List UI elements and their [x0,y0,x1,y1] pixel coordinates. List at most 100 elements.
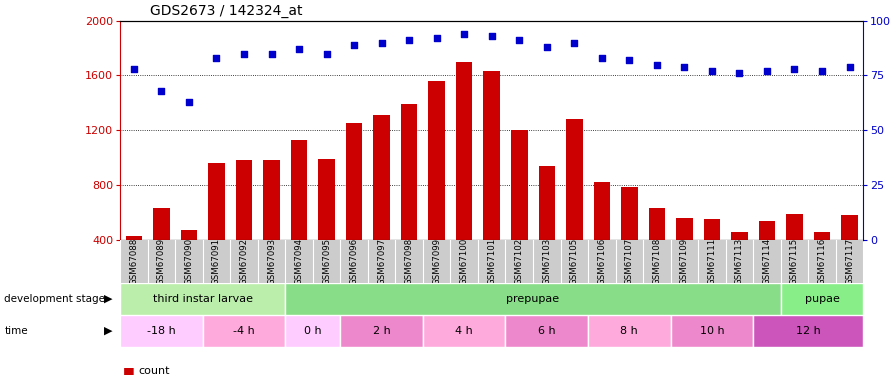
Bar [120,283,286,315]
Text: GSM67097: GSM67097 [377,238,386,285]
Point [567,40,581,46]
Text: 12 h: 12 h [796,326,821,336]
Bar [319,159,335,240]
Text: -18 h: -18 h [147,326,176,336]
Text: GSM67090: GSM67090 [184,238,193,285]
Bar [400,104,417,240]
Point [209,55,223,61]
Bar [374,115,390,240]
Bar [263,160,279,240]
Bar [732,232,748,240]
Point [320,51,334,57]
Text: GSM67107: GSM67107 [625,238,634,285]
Bar [456,62,473,240]
Point [182,99,196,105]
Point [512,38,526,44]
Point [539,44,554,50]
Text: GSM67117: GSM67117 [845,238,854,285]
Bar [758,221,775,240]
Point [843,64,857,70]
Text: ■: ■ [123,365,134,375]
Bar [346,123,362,240]
Text: GSM67101: GSM67101 [487,238,497,285]
Point [126,66,141,72]
Bar [671,315,753,347]
Text: GSM67091: GSM67091 [212,238,221,285]
Text: GSM67114: GSM67114 [763,238,772,285]
Text: GSM67108: GSM67108 [652,238,661,285]
Bar [676,218,692,240]
Point [264,51,279,57]
Text: GSM67100: GSM67100 [460,238,469,285]
Text: 4 h: 4 h [456,326,473,336]
Bar [428,81,445,240]
Text: GSM67115: GSM67115 [790,238,799,285]
Text: GSM67096: GSM67096 [350,238,359,285]
Point [595,55,609,61]
Point [732,70,747,76]
Text: prepupae: prepupae [506,294,560,304]
Bar [153,209,170,240]
Point [154,88,168,94]
Text: GSM67099: GSM67099 [433,238,441,285]
Bar [423,315,506,347]
Point [237,51,251,57]
Text: 2 h: 2 h [373,326,391,336]
Text: 6 h: 6 h [538,326,555,336]
Text: GSM67094: GSM67094 [295,238,303,285]
Bar [588,315,671,347]
Point [375,40,389,46]
Bar [786,214,803,240]
Bar [781,283,863,315]
Point [788,66,802,72]
Bar [566,119,583,240]
Point [815,68,829,74]
Text: GSM67109: GSM67109 [680,238,689,285]
Text: 0 h: 0 h [304,326,321,336]
Text: GSM67105: GSM67105 [570,238,578,285]
Bar [125,236,142,240]
Bar [340,315,423,347]
Text: -4 h: -4 h [233,326,255,336]
Text: GSM67089: GSM67089 [157,238,166,285]
Text: development stage: development stage [4,294,105,304]
Point [622,57,636,63]
Text: GSM67106: GSM67106 [597,238,606,285]
Text: GSM67095: GSM67095 [322,238,331,285]
Point [705,68,719,74]
Text: 10 h: 10 h [700,326,724,336]
Bar [506,315,588,347]
Bar [291,140,307,240]
Bar [841,215,858,240]
Point [457,31,472,37]
Bar [483,71,500,240]
Text: GSM67092: GSM67092 [239,238,248,285]
Point [677,64,692,70]
Text: pupae: pupae [805,294,839,304]
Bar [286,315,340,347]
Point [402,38,417,44]
Bar [594,182,610,240]
Point [485,33,499,39]
Point [430,35,444,41]
Text: third instar larvae: third instar larvae [153,294,253,304]
Bar [511,130,528,240]
Point [650,62,664,68]
Text: ▶: ▶ [104,294,113,304]
Text: GSM67111: GSM67111 [708,238,716,285]
Bar [120,315,203,347]
Text: ▶: ▶ [104,326,113,336]
Point [760,68,774,74]
Bar [704,219,720,240]
Text: 8 h: 8 h [620,326,638,336]
Bar [813,232,830,240]
Text: GSM67098: GSM67098 [405,238,414,285]
Bar [203,315,286,347]
Bar [236,160,252,240]
Text: GDS2673 / 142324_at: GDS2673 / 142324_at [150,4,303,18]
Bar [286,283,781,315]
Point [347,42,361,48]
Text: GSM67116: GSM67116 [818,238,827,285]
Text: GSM67103: GSM67103 [542,238,551,285]
Bar [208,163,225,240]
